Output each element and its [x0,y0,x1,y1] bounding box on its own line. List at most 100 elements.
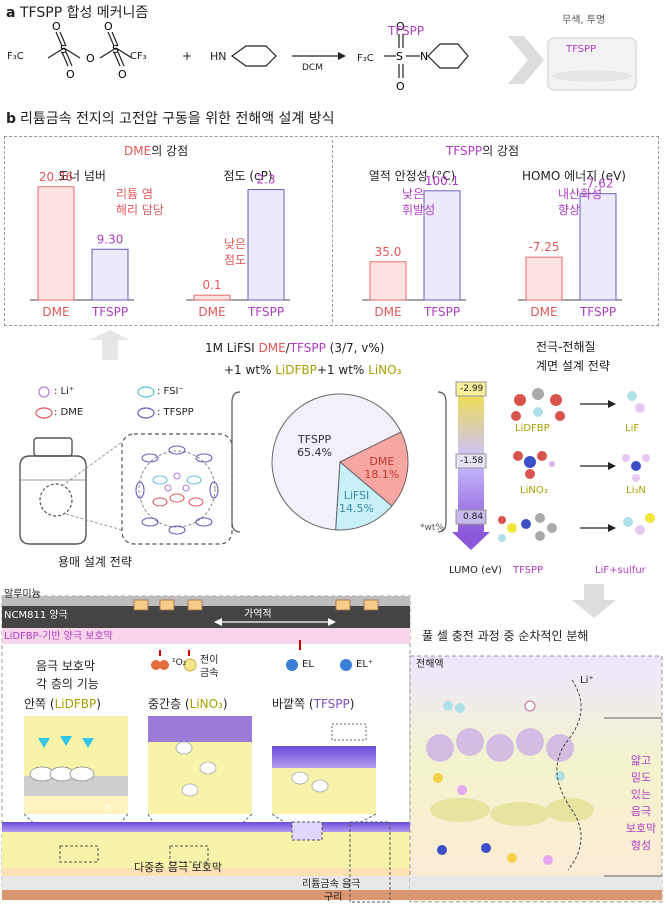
zoom-box [291,821,323,841]
reversible-arrowhead [328,618,336,626]
lumo-tick-box [455,509,487,525]
category-label: DME [42,305,69,319]
pie-value-label: 65.4% [297,446,332,459]
bar-dme [37,186,75,301]
pie-label: LiFSI [344,489,370,502]
formula-salt: 1M LiFSI [205,341,259,355]
tfspp-legend-icon [137,407,155,419]
formula-line1: 1M LiFSI DME/TFSPP (3/7, v%) [205,342,384,354]
product-f3c-label: F₃C [357,53,374,64]
formula-line2: +1 wt% LiDFBP+1 wt% LiNO₃ [224,364,401,376]
fsi-legend-label: : FSI⁻ [157,386,184,397]
el-icon [286,659,298,671]
chart-title: HOMO 에너지 (eV) [522,169,626,183]
vial-liquid [552,70,632,82]
section-b-title: 리튬금속 전지의 고전압 구동을 위한 전해액 설계 방식 [20,111,335,127]
zoom-line [61,441,123,487]
zoom-circle [39,483,73,517]
anhydride-structure [47,31,133,67]
tm-label2: 금속 [200,668,219,679]
full-cell-spheres [426,728,574,762]
product-label: TFSPP [388,24,425,38]
inner-species: LiDFBP [54,697,97,711]
thin-dense-line: 음극 [630,805,652,818]
category-label: TFSPP [579,305,616,319]
bar-tfspp [579,193,617,301]
full-cell-copper [410,890,662,900]
lif-product [627,391,645,413]
formula-tfspp: TFSPP [289,341,326,355]
piperidine-structure [230,45,277,67]
synthesis-scheme: O O O O S O S O O S N [47,20,637,93]
sei-bumps [29,766,95,782]
inner-prefix: 안쪽 ( [24,697,55,711]
annotation-label: 낮은 [402,187,424,201]
dme-legend-icon [35,407,53,419]
f3c-left-label: F₃C [7,51,24,62]
cathode-protect-label: LiDFBP-기반 양극 보호막 [4,631,113,642]
pie-slice-dme [339,431,409,507]
outer-suffix: ) [349,697,355,711]
formula-slash: / [285,341,290,355]
reaction-arrowhead [608,462,616,470]
copper-label: 구리 [324,892,343,903]
fsi-legend-icon [137,386,155,398]
annotation-label: 휘발성 [402,203,435,217]
aluminum-layer [2,596,410,606]
bar-value-label: 9.30 [97,232,124,246]
n-atom: N [420,50,428,63]
formula-lino3: LiNO₃ [368,363,402,377]
multi-layer-label: 다중층 음극 보호막 [134,861,222,874]
middle-prefix: 중간층 ( [148,697,190,711]
inner-suffix: ) [96,697,101,711]
plus-sign: + [182,49,193,63]
middle-sei-layer [2,832,410,874]
bracket-right [437,391,447,533]
chart-title: 열적 안정성 (°C) [369,169,456,183]
category-label: DME [198,305,225,319]
el-label: EL [302,659,314,670]
bar-value-label: 100.1 [425,174,459,188]
thin-dense-line: 밀도 [630,771,652,784]
reaction-arrowhead [338,52,346,60]
section-a-title: TFSPP 합성 메커니즘 [20,5,149,21]
full-cell-li-layer [410,876,662,890]
annotation-label: 리튬 염 [116,187,153,201]
lumo-arrowhead [452,532,490,550]
tfspp-legend-label: : TFSPP [157,407,194,418]
tfspp-structure [384,34,469,78]
section-a-letter: a [6,5,16,21]
formula-wt2: +1 wt% [316,363,369,377]
s-atom: S [396,50,403,63]
middle-layer-title: 중간층 (LiNO₃) [148,698,228,710]
down-arrow-icon [572,584,616,618]
interface-title1: 전극-전해질 [536,340,596,354]
pie-value-label: 14.5% [339,502,374,515]
bar-dme [193,294,231,301]
aluminum-label: 알루미늄 [4,589,41,600]
thin-dense-line: 있는 [630,788,652,801]
solvent-strategy-label: 용매 설계 전략 [58,555,132,569]
tfspp-species-label: TFSPP [513,565,544,576]
middle-purple-band [148,716,252,742]
ion-arrows [38,736,94,748]
bar-value-label: 35.0 [375,245,402,259]
lino3-label: LiNO₃ [520,485,548,496]
inner-sei-layer [2,868,410,876]
zoom-box [59,845,99,863]
lumo-value: 0.84 [463,512,484,522]
bar-dme [369,261,407,301]
reaction-arrowhead [608,524,616,532]
annotation-label: 내산화성 [558,187,602,201]
lif-sulfur-product [623,513,655,535]
thin-dense-line: 형성 [630,839,652,852]
o-atom: O [118,68,127,81]
li-legend-icon [38,386,50,398]
annotation-label: 점도 [224,253,246,267]
o2-icon [151,660,161,670]
strength-divider [332,140,333,322]
pie-slice-lifsi [335,460,393,531]
cathode-label: NCM811 양극 [4,610,68,621]
solvent-illustration [19,330,233,545]
